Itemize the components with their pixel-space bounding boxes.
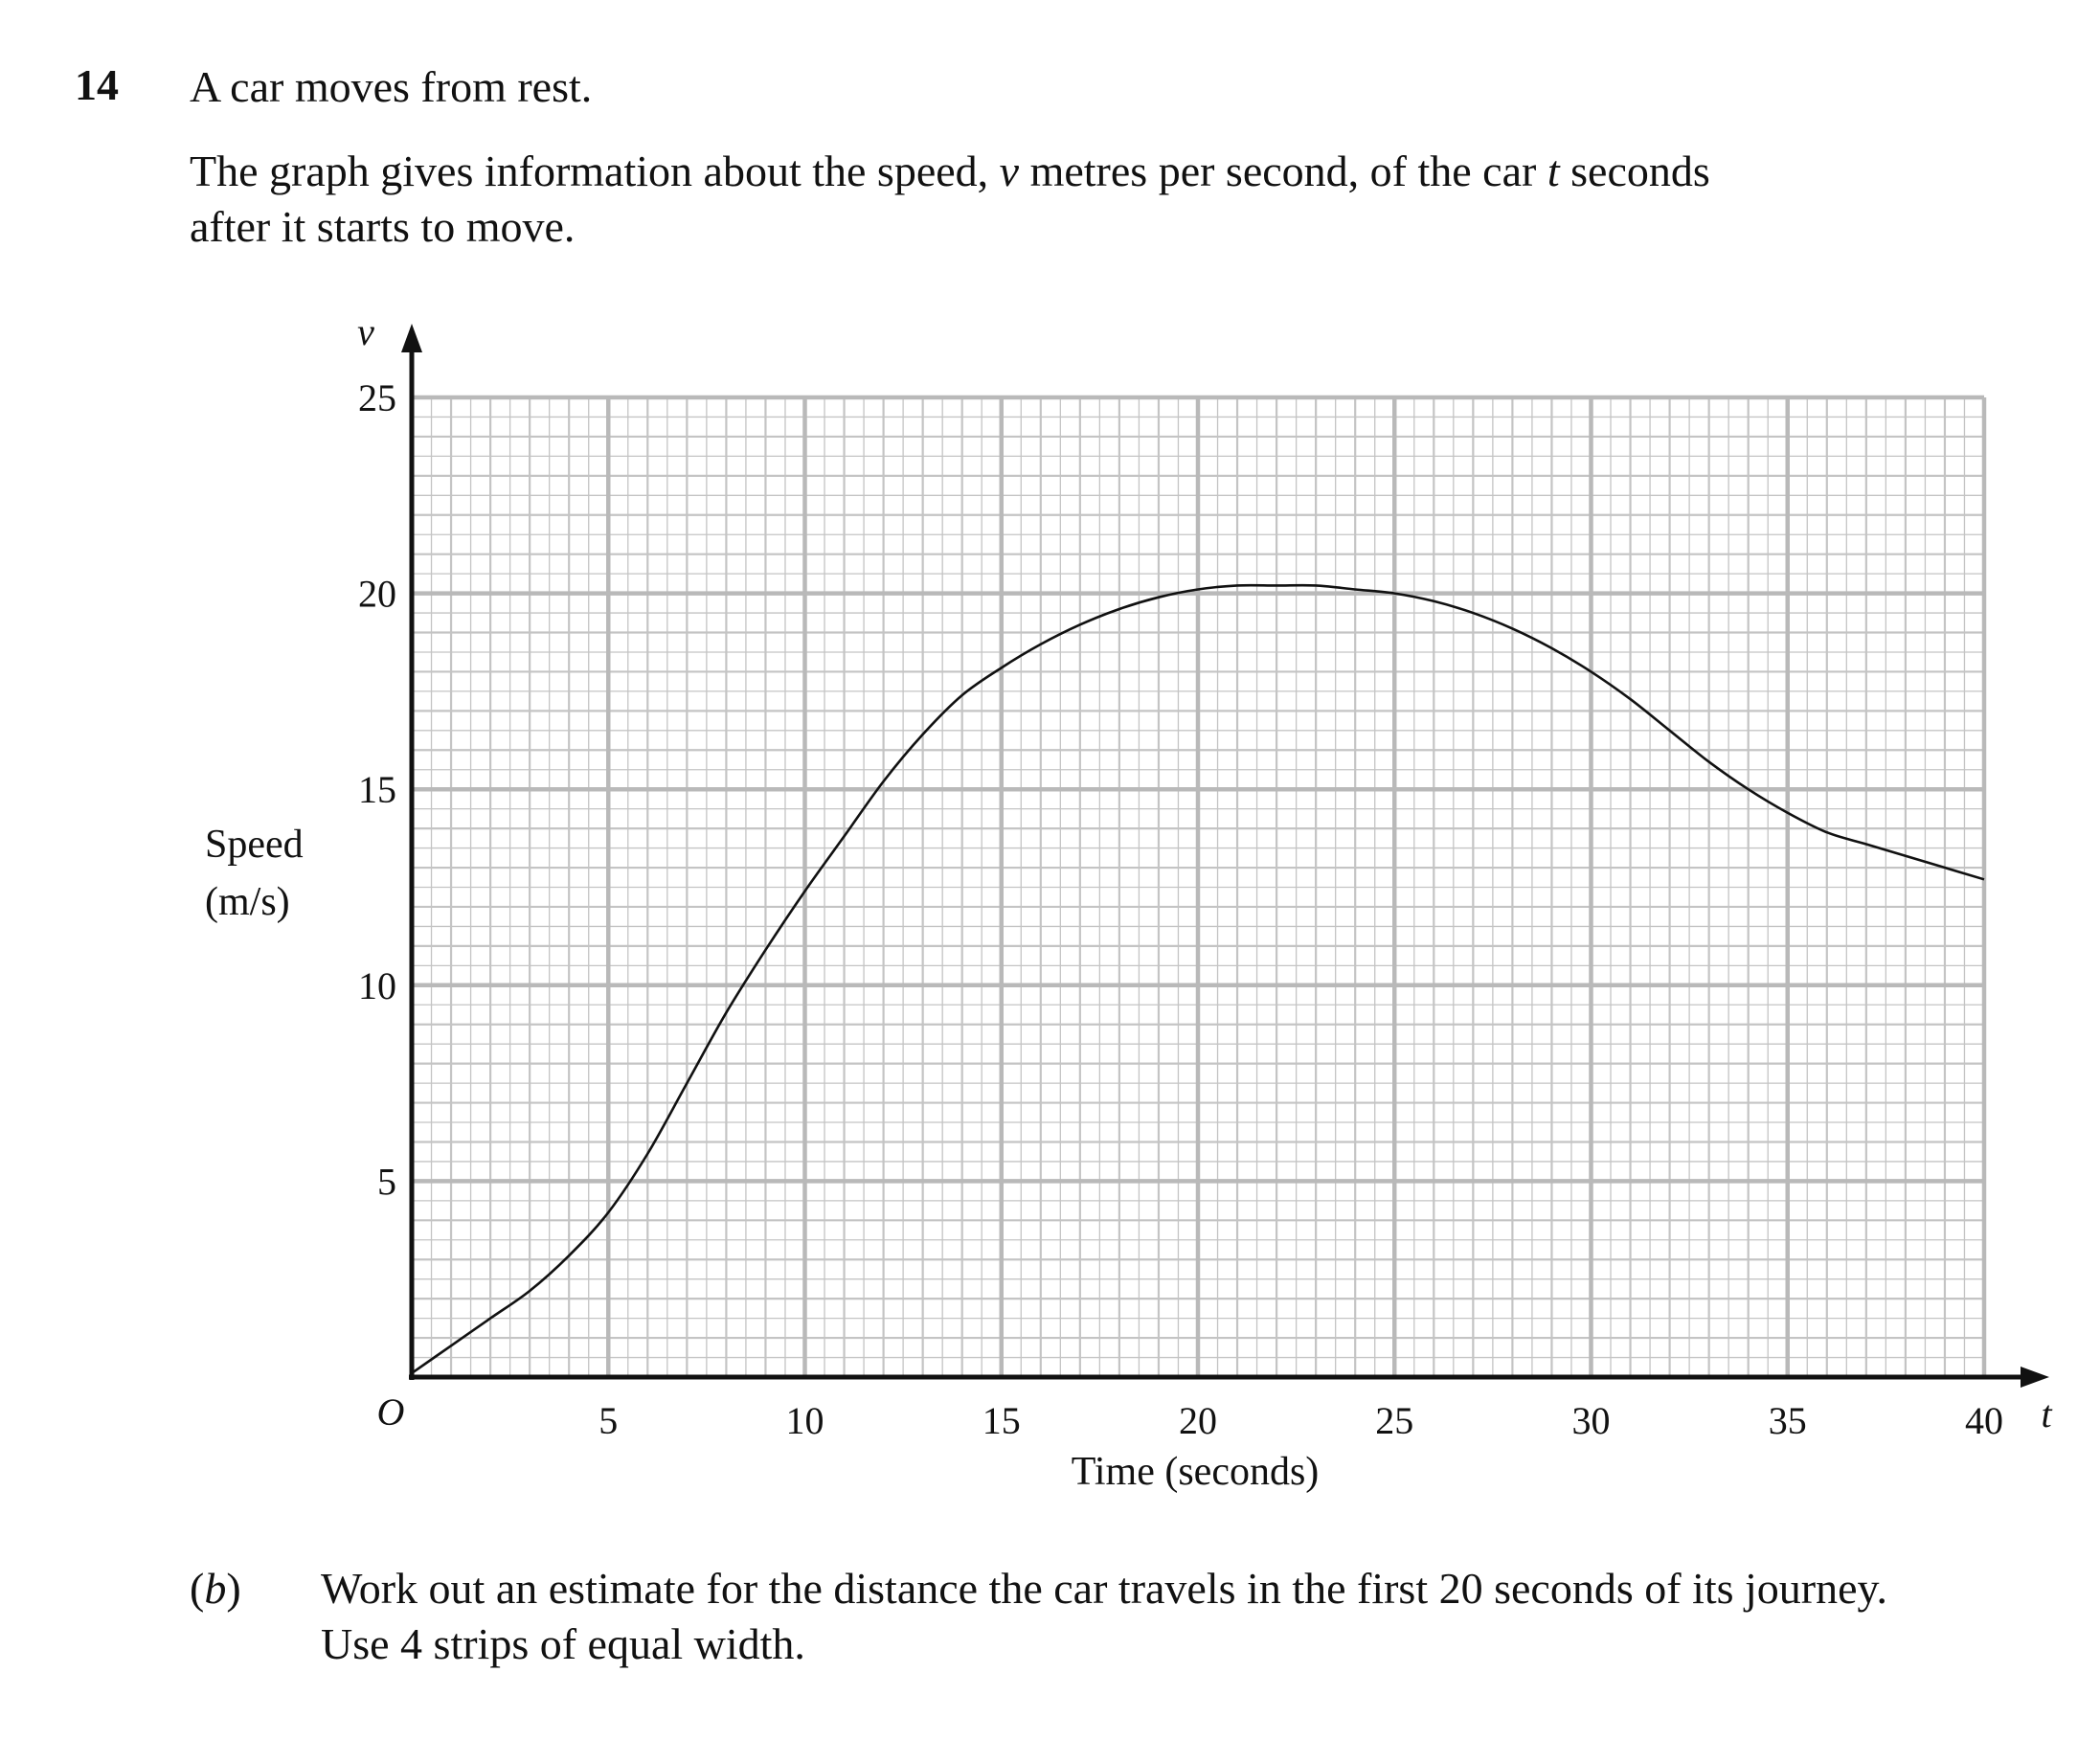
y-axis-arrow [401,324,422,352]
x-tick-label: 10 [786,1399,824,1442]
part-b-letter: b [204,1564,227,1613]
info-text-b: metres per second, of the car [1019,147,1547,195]
y-axis-label-line-1: Speed [205,823,304,867]
part-b-text-line-2: Use 4 strips of equal width. [321,1619,805,1668]
speed-curve [411,583,1985,1374]
question-stem: A car moves from rest. [190,62,593,111]
x-tick-label: 5 [598,1399,618,1442]
question-info-line-1: The graph gives information about the sp… [190,144,1710,199]
y-axis-label-line-2: (m/s) [205,880,290,924]
y-tick-label: 20 [358,573,396,616]
y-tick-label: 5 [377,1160,396,1203]
x-tick-label: 25 [1375,1399,1413,1442]
y-tick-label: 25 [358,376,396,419]
y-tick-label: 15 [358,768,396,811]
x-tick-label: 30 [1572,1399,1611,1442]
x-axis-label: Time (seconds) [1072,1450,1320,1494]
x-axis-symbol: t [2041,1392,2052,1435]
part-b-open: ( [190,1564,205,1613]
part-b-text-line-1: Work out an estimate for the distance th… [321,1564,1888,1613]
x-tick-label: 40 [1965,1399,2003,1442]
x-tick-label: 35 [1769,1399,1807,1442]
origin-label: O [377,1390,405,1434]
info-text-a: The graph gives information about the sp… [190,147,1000,195]
x-axis-arrow [2021,1367,2049,1388]
question-info-line-2: after it starts to move. [190,202,576,251]
part-b-label: (b) [190,1561,241,1616]
x-tick-label: 15 [982,1399,1021,1442]
x-tick-label: 20 [1179,1399,1217,1442]
axis-labels: 5 10 15 20 25 30 35 40 5 10 15 20 25 Ov t Time (seconds… [205,310,2052,1494]
part-b-close: ) [226,1564,241,1613]
info-var-v: v [999,147,1020,195]
y-tick-label: 10 [358,964,396,1007]
axes [401,324,2049,1388]
question-number: 14 [75,60,119,109]
y-axis-symbol: v [357,310,374,353]
info-text-c: seconds [1559,147,1710,195]
info-var-t: t [1547,147,1560,195]
